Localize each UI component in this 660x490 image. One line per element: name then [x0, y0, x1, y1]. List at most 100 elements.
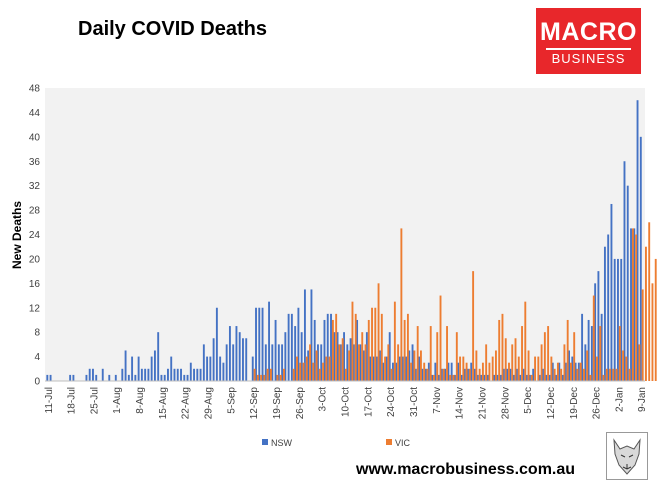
- bar-nsw: [431, 374, 434, 381]
- x-tick-label: 9-Jan: [637, 387, 648, 412]
- bar-vic: [371, 307, 373, 381]
- bar-nsw: [496, 374, 499, 381]
- bar-nsw: [330, 313, 332, 381]
- bar-nsw: [581, 313, 584, 381]
- bar-nsw: [170, 356, 173, 381]
- bar-nsw: [447, 362, 450, 381]
- bar-vic: [481, 362, 484, 381]
- bar-nsw: [235, 326, 238, 381]
- bar-nsw: [294, 326, 297, 381]
- x-tick-label: 21-Nov: [477, 387, 488, 419]
- bar-vic: [413, 350, 416, 381]
- bar-vic: [253, 368, 256, 381]
- bar-vic: [648, 222, 651, 381]
- bar-vic: [641, 289, 644, 381]
- bar-vic: [530, 374, 533, 381]
- y-tick-label: 40: [29, 132, 41, 143]
- bar-nsw: [196, 368, 199, 381]
- bar-vic: [511, 344, 514, 382]
- bar-nsw: [346, 344, 349, 382]
- bar-nsw: [215, 307, 218, 381]
- bar-vic: [299, 362, 302, 381]
- bar-vic: [589, 374, 592, 381]
- y-tick-label: 16: [29, 279, 41, 290]
- bar-nsw: [515, 368, 518, 381]
- logo-line-2: BUSINESS: [551, 51, 626, 66]
- bar-vic: [478, 368, 481, 381]
- bar-nsw: [411, 344, 414, 382]
- bar-nsw: [303, 289, 306, 381]
- bar-vic: [654, 258, 657, 381]
- bar-nsw: [333, 332, 336, 381]
- bar-vic: [276, 374, 279, 381]
- bar-vic: [325, 356, 328, 381]
- bar-vic: [452, 374, 455, 381]
- bar-nsw: [427, 362, 430, 381]
- bar-vic: [387, 344, 390, 382]
- bar-nsw: [297, 307, 300, 381]
- x-tick-label: 24-Oct: [386, 387, 397, 417]
- bar-nsw: [199, 368, 202, 381]
- bar-vic: [364, 344, 367, 382]
- y-tick-label: 20: [29, 254, 41, 265]
- bar-nsw: [251, 356, 254, 381]
- legend-label-vic: VIC: [395, 438, 411, 448]
- bar-nsw: [261, 307, 264, 381]
- bar-vic: [455, 332, 458, 381]
- bar-nsw: [522, 368, 525, 381]
- bar-vic: [315, 350, 318, 381]
- bar-vic: [504, 338, 507, 381]
- bar-vic: [442, 368, 445, 381]
- bar-nsw: [320, 344, 323, 382]
- bar-vic: [283, 368, 285, 381]
- bar-vic: [573, 332, 576, 381]
- bar-nsw: [617, 258, 619, 381]
- bar-nsw: [626, 185, 629, 381]
- bar-nsw: [134, 374, 137, 381]
- logo-rule: [546, 48, 631, 50]
- y-tick-label: 24: [29, 230, 41, 241]
- bar-vic: [335, 313, 338, 381]
- footer-url[interactable]: www.macrobusiness.com.au: [356, 461, 576, 478]
- bar-nsw: [480, 374, 482, 381]
- bar-vic: [495, 350, 497, 381]
- bar-nsw: [127, 374, 130, 381]
- bar-nsw: [600, 313, 603, 381]
- bar-vic: [345, 368, 347, 381]
- bar-nsw: [542, 368, 544, 381]
- bar-nsw: [222, 362, 225, 381]
- bar-nsw: [186, 374, 189, 381]
- bar-nsw: [538, 374, 541, 381]
- bar-nsw: [444, 368, 447, 381]
- bar-nsw: [392, 362, 394, 381]
- bar-vic: [406, 313, 409, 381]
- macrobusiness-logo[interactable]: MACRO BUSINESS: [536, 8, 641, 74]
- bar-nsw: [414, 368, 417, 381]
- bar-nsw: [470, 362, 473, 381]
- bar-vic: [374, 307, 377, 381]
- bar-vic: [625, 356, 628, 381]
- bar-nsw: [620, 258, 623, 381]
- bar-nsw: [476, 374, 479, 381]
- bar-vic: [618, 326, 621, 381]
- bar-nsw: [147, 368, 150, 381]
- x-tick-label: 29-Aug: [204, 387, 215, 419]
- bar-nsw: [405, 356, 407, 381]
- wolf-logo-icon: [606, 432, 648, 480]
- bar-nsw: [313, 319, 316, 381]
- bar-vic: [400, 228, 403, 381]
- bar-nsw: [144, 368, 147, 381]
- bar-vic: [602, 374, 605, 381]
- bar-nsw: [577, 362, 580, 381]
- bar-vic: [358, 344, 360, 382]
- bar-vic: [635, 234, 638, 381]
- bar-nsw: [238, 332, 241, 381]
- bar-vic: [498, 319, 501, 381]
- bar-nsw: [603, 246, 606, 381]
- bar-nsw: [124, 350, 127, 381]
- bar-nsw: [437, 374, 440, 381]
- bar-vic: [393, 301, 396, 381]
- bar-nsw: [245, 338, 248, 381]
- bar-vic: [586, 350, 589, 381]
